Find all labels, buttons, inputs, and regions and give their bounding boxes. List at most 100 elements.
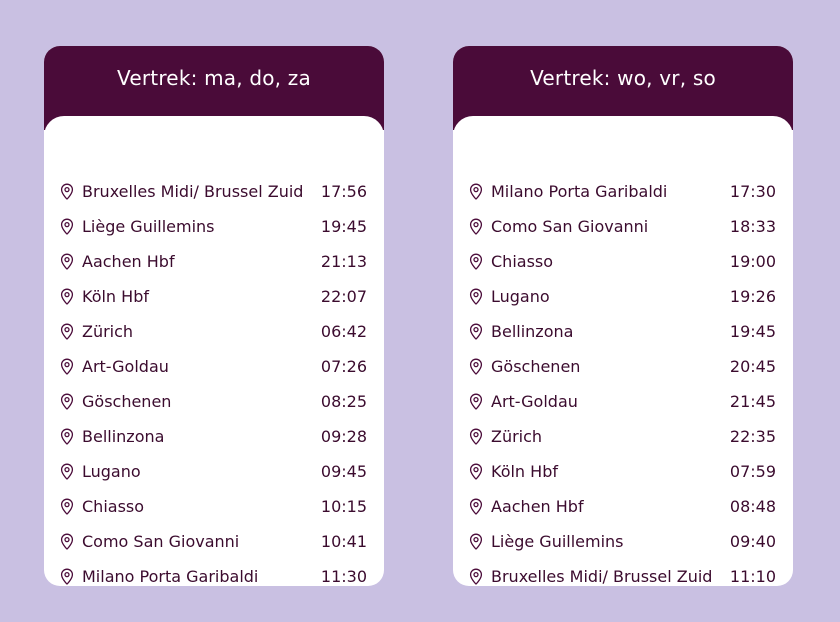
stop-row: Como San Giovanni 10:41	[44, 532, 384, 567]
stop-list: Bruxelles Midi/ Brussel Zuid 17:56 Liège G…	[44, 182, 384, 586]
stop-list: Milano Porta Garibaldi 17:30 Como San Giov…	[453, 182, 793, 586]
departure-time: 11:30	[320, 567, 367, 586]
departure-time: 19:45	[320, 217, 367, 236]
departure-time: 07:59	[729, 462, 776, 481]
location-pin-icon	[468, 253, 484, 271]
location-pin-icon	[59, 463, 75, 481]
departure-time: 09:45	[320, 462, 367, 481]
station-name: Milano Porta Garibaldi	[82, 567, 259, 586]
departure-time: 22:35	[729, 427, 776, 446]
station-name: Köln Hbf	[491, 462, 558, 481]
timetable-card-left: Vertrek: ma, do, za Bruxelles Midi/ Brus…	[44, 46, 384, 586]
stop-row: Bruxelles Midi/ Brussel Zuid 17:56	[44, 182, 384, 217]
station-name: Göschenen	[82, 392, 172, 411]
station-name: Lugano	[491, 287, 550, 306]
timetable-card-right: Vertrek: wo, vr, so Milano Porta Garibal…	[453, 46, 793, 586]
station-name: Milano Porta Garibaldi	[491, 182, 668, 201]
station-name: Art-Goldau	[82, 357, 169, 376]
location-pin-icon	[468, 183, 484, 201]
stop-row: Bellinzona 19:45	[453, 322, 793, 357]
location-pin-icon	[468, 428, 484, 446]
stop-row: Bellinzona 09:28	[44, 427, 384, 462]
departure-time: 18:33	[729, 217, 776, 236]
station-name: Bruxelles Midi/ Brussel Zuid	[491, 567, 713, 586]
departure-time: 17:30	[729, 182, 776, 201]
station-name: Köln Hbf	[82, 287, 149, 306]
departure-time: 19:45	[729, 322, 776, 341]
stop-row: Köln Hbf 07:59	[453, 462, 793, 497]
departure-time: 21:13	[320, 252, 367, 271]
stop-row: Liège Guillemins 19:45	[44, 217, 384, 252]
stop-row: Köln Hbf 22:07	[44, 287, 384, 322]
card-title: Vertrek: ma, do, za	[117, 66, 311, 90]
station-name: Zürich	[82, 322, 134, 341]
stop-row: Liège Guillemins 09:40	[453, 532, 793, 567]
location-pin-icon	[59, 288, 75, 306]
stop-row: Chiasso 10:15	[44, 497, 384, 532]
station-name: Bellinzona	[82, 427, 165, 446]
departure-time: 10:15	[320, 497, 367, 516]
stop-row: Art-Goldau 07:26	[44, 357, 384, 392]
station-name: Göschenen	[491, 357, 581, 376]
location-pin-icon	[468, 533, 484, 551]
station-name: Chiasso	[491, 252, 554, 271]
location-pin-icon	[468, 288, 484, 306]
stop-row: Lugano 19:26	[453, 287, 793, 322]
station-name: Zürich	[491, 427, 543, 446]
location-pin-icon	[468, 393, 484, 411]
location-pin-icon	[59, 428, 75, 446]
station-name: Bruxelles Midi/ Brussel Zuid	[82, 182, 304, 201]
station-name: Liège Guillemins	[82, 217, 215, 236]
stop-row: Zürich 06:42	[44, 322, 384, 357]
station-name: Aachen Hbf	[491, 497, 584, 516]
stop-row: Zürich 22:35	[453, 427, 793, 462]
departure-time: 09:28	[320, 427, 367, 446]
departure-time: 17:56	[320, 182, 367, 201]
location-pin-icon	[59, 393, 75, 411]
station-name: Liège Guillemins	[491, 532, 624, 551]
departure-time: 22:07	[320, 287, 367, 306]
location-pin-icon	[468, 463, 484, 481]
stop-row: Milano Porta Garibaldi 11:30	[44, 567, 384, 586]
stop-row: Göschenen 20:45	[453, 357, 793, 392]
station-name: Chiasso	[82, 497, 145, 516]
location-pin-icon	[468, 358, 484, 376]
stop-row: Aachen Hbf 08:48	[453, 497, 793, 532]
location-pin-icon	[59, 253, 75, 271]
stop-row: Bruxelles Midi/ Brussel Zuid 11:10	[453, 567, 793, 586]
departure-time: 21:45	[729, 392, 776, 411]
stop-row: Chiasso 19:00	[453, 252, 793, 287]
station-name: Bellinzona	[491, 322, 574, 341]
card-header-curve	[453, 116, 793, 160]
stop-row: Como San Giovanni 18:33	[453, 217, 793, 252]
location-pin-icon	[59, 498, 75, 516]
location-pin-icon	[59, 533, 75, 551]
location-pin-icon	[468, 568, 484, 586]
stop-row: Art-Goldau 21:45	[453, 392, 793, 427]
departure-time: 08:48	[729, 497, 776, 516]
location-pin-icon	[468, 498, 484, 516]
location-pin-icon	[59, 323, 75, 341]
departure-time: 11:10	[729, 567, 776, 586]
station-name: Art-Goldau	[491, 392, 578, 411]
station-name: Como San Giovanni	[491, 217, 649, 236]
location-pin-icon	[59, 183, 75, 201]
departure-time: 20:45	[729, 357, 776, 376]
stop-row: Göschenen 08:25	[44, 392, 384, 427]
station-name: Aachen Hbf	[82, 252, 175, 271]
location-pin-icon	[59, 218, 75, 236]
location-pin-icon	[59, 568, 75, 586]
card-title: Vertrek: wo, vr, so	[530, 66, 716, 90]
stop-row: Lugano 09:45	[44, 462, 384, 497]
location-pin-icon	[468, 323, 484, 341]
card-header-curve	[44, 116, 384, 160]
location-pin-icon	[59, 358, 75, 376]
stop-row: Aachen Hbf 21:13	[44, 252, 384, 287]
station-name: Como San Giovanni	[82, 532, 240, 551]
location-pin-icon	[468, 218, 484, 236]
departure-time: 09:40	[729, 532, 776, 551]
departure-time: 07:26	[320, 357, 367, 376]
departure-time: 06:42	[320, 322, 367, 341]
departure-time: 08:25	[320, 392, 367, 411]
departure-time: 19:26	[729, 287, 776, 306]
